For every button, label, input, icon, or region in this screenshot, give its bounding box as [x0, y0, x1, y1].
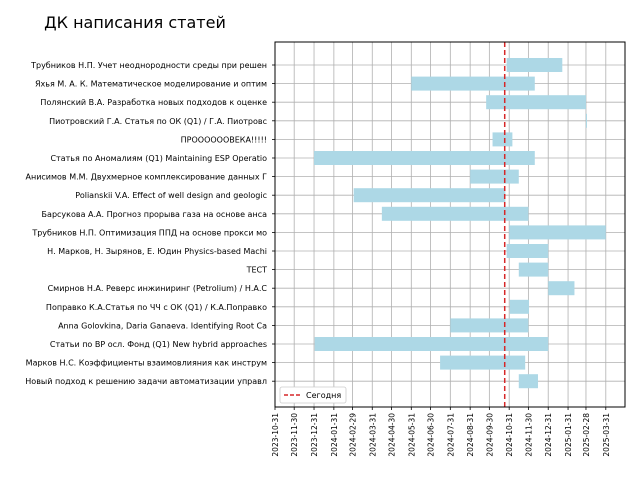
task-label: Трубников Н.П. Оптимизация ППД на основе…	[31, 228, 267, 237]
task-bar	[486, 95, 586, 110]
x-tick-label: 2023-11-30	[290, 413, 299, 457]
task-bar	[506, 244, 549, 258]
task-bar	[314, 151, 535, 165]
legend-box	[279, 386, 347, 404]
x-tick-label: 2024-01-31	[330, 413, 339, 457]
x-tick-label: 2025-01-31	[564, 413, 573, 457]
task-label: Трубников Н.П. Учет неоднородности среды…	[30, 61, 267, 70]
y-ticks: Трубников Н.П. Учет неоднородности среды…	[25, 61, 275, 386]
task-label: Яхья М. А. К. Математическое моделирован…	[35, 80, 267, 89]
x-tick-label: 2023-12-31	[310, 413, 319, 457]
task-label: Пиотровский Г.А. Статья по ОК (Q1) / Г.А…	[49, 117, 267, 126]
x-tick-label: 2024-09-30	[485, 413, 494, 457]
task-bar	[450, 318, 529, 333]
x-tick-label: 2024-06-30	[426, 413, 435, 457]
task-bar	[492, 132, 513, 147]
task-label: Новый подход к решению задачи автоматиза…	[25, 377, 267, 386]
x-tick-label: 2024-02-29	[348, 413, 357, 457]
task-label: Барсукова А.А. Прогноз прорыва газа на о…	[42, 210, 268, 219]
task-label: ПРООООООВЕКА!!!!!	[181, 135, 267, 144]
task-label: Поправко К.А.Статья по ЧЧ с ОК (Q1) / К.…	[46, 303, 267, 312]
task-label: Полянский В.А. Разработка новых подходов…	[40, 98, 267, 107]
task-bar	[440, 355, 526, 370]
task-label: Anna Golovkina, Daria Ganaeva. Identifyi…	[58, 321, 267, 330]
task-label: ТЕСТ	[246, 266, 268, 275]
chart-title: ДК написания статей	[44, 13, 226, 32]
task-label: Н. Марков, Н. Зырянов, Е. Юдин Physics-b…	[47, 247, 267, 256]
x-tick-label: 2025-02-28	[582, 413, 591, 457]
task-bar	[548, 281, 575, 296]
legend-today-label: Сегодня	[306, 391, 341, 400]
task-bar	[518, 374, 538, 389]
task-label: Статьи по ВР осл. Фонд (Q1) New hybrid a…	[50, 340, 267, 349]
task-label: Анисимов М.М. Двухмерное комплексировани…	[26, 173, 268, 182]
x-tick-label: 2024-11-30	[524, 413, 533, 457]
task-bar	[506, 58, 563, 72]
x-tick-label: 2024-05-31	[407, 413, 416, 457]
bars-layer	[314, 58, 606, 389]
task-bar	[381, 206, 529, 221]
x-tick-label: 2025-03-31	[602, 413, 611, 457]
x-tick-label: 2024-03-31	[368, 413, 377, 457]
task-bar	[585, 113, 587, 128]
legend: Сегодня	[279, 386, 347, 404]
x-tick-label: 2024-07-31	[446, 413, 455, 457]
task-bar	[509, 299, 530, 314]
task-bar	[411, 76, 535, 91]
task-bar	[353, 188, 506, 203]
task-label: Статья по Аномалиям (Q1) Maintaining ESP…	[50, 154, 267, 163]
x-tick-label: 2023-10-31	[271, 413, 280, 457]
task-bar	[509, 225, 606, 240]
x-tick-label: 2024-04-30	[387, 413, 396, 457]
task-label: Polianskii V.A. Effect of well design an…	[75, 191, 267, 200]
x-ticks: 2023-10-31 2023-11-30 2023-12-31 2024-01-31…	[271, 407, 611, 457]
x-tick-label: 2024-12-31	[544, 413, 553, 457]
task-label: Смирнов Н.А. Реверс инжиниринг (Petroliu…	[48, 284, 268, 293]
task-bar	[518, 262, 549, 277]
task-label: Марков Н.С. Коэффициенты взаимовлияния к…	[26, 359, 267, 368]
x-tick-label: 2024-08-31	[466, 413, 475, 457]
x-tick-label: 2024-10-31	[505, 413, 514, 457]
task-bar	[314, 337, 549, 351]
task-bar	[470, 169, 519, 184]
